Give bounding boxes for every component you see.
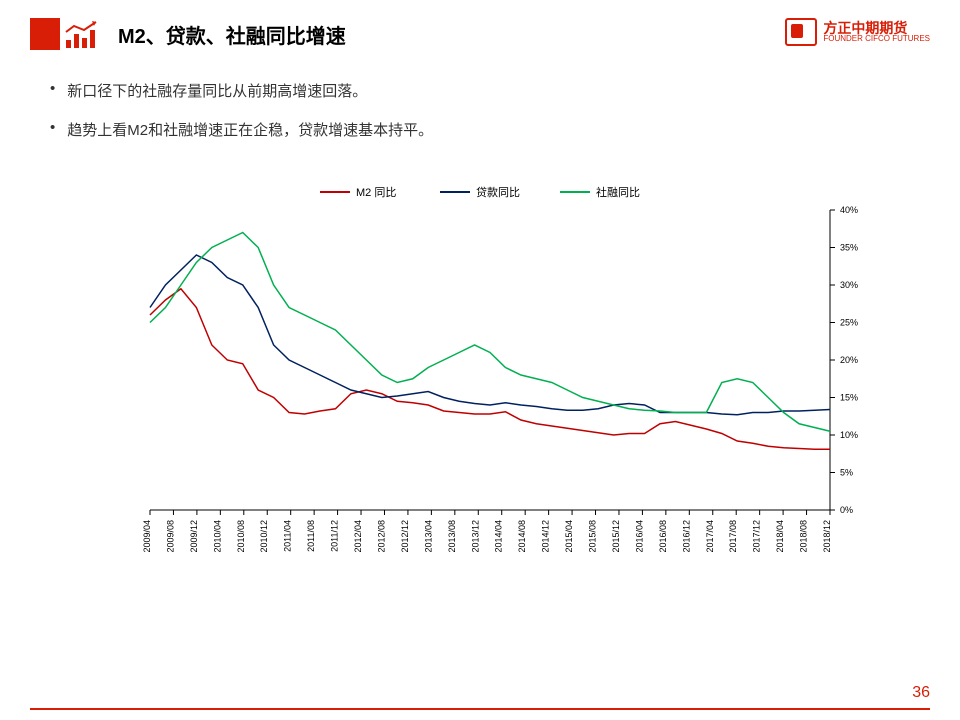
svg-text:20%: 20% [840,355,858,365]
svg-text:2010/12: 2010/12 [259,520,269,553]
svg-text:2013/12: 2013/12 [470,520,480,553]
svg-text:2013/08: 2013/08 [447,520,457,553]
svg-text:2015/08: 2015/08 [588,520,598,553]
svg-text:2014/12: 2014/12 [541,520,551,553]
page-number: 36 [912,684,930,702]
svg-text:2011/04: 2011/04 [283,520,293,552]
svg-text:25%: 25% [840,318,858,328]
page-title: M2、贷款、社融同比增速 [118,20,346,49]
logo-text-cn: 方正中期期货 [823,21,930,35]
svg-text:2011/12: 2011/12 [330,520,340,552]
svg-text:2018/04: 2018/04 [775,520,785,553]
svg-text:2016/12: 2016/12 [681,520,691,553]
logo-mark-icon [785,18,817,46]
svg-text:2010/04: 2010/04 [212,520,222,553]
svg-text:2016/08: 2016/08 [658,520,668,553]
svg-text:2009/08: 2009/08 [165,520,175,553]
chart-icon [62,18,102,50]
svg-text:社融同比: 社融同比 [596,185,640,199]
svg-text:0%: 0% [840,505,853,515]
footer-divider [30,708,930,710]
svg-text:2009/12: 2009/12 [189,520,199,553]
svg-text:2018/08: 2018/08 [799,520,809,553]
svg-text:2013/04: 2013/04 [423,520,433,553]
svg-text:35%: 35% [840,243,858,253]
svg-text:2017/04: 2017/04 [705,520,715,553]
svg-text:2017/08: 2017/08 [728,520,738,553]
svg-text:M2 同比: M2 同比 [356,186,396,199]
line-chart: 0% 5% 10% 15% 20% 25% 30% 35% 40% 2009/04 2009/08 2… [130,180,870,620]
svg-text:2015/04: 2015/04 [564,520,574,553]
svg-text:2017/12: 2017/12 [752,520,762,553]
svg-text:2015/12: 2015/12 [611,520,621,553]
svg-text:贷款同比: 贷款同比 [476,185,520,199]
svg-text:2014/08: 2014/08 [517,520,527,553]
bullet-dot-icon: • [50,119,55,136]
svg-text:10%: 10% [840,430,858,440]
svg-text:2016/04: 2016/04 [634,520,644,553]
svg-text:2014/04: 2014/04 [494,520,504,553]
svg-text:2018/12: 2018/12 [822,520,832,553]
list-item: • 新口径下的社融存量同比从前期高增速回落。 [50,80,910,101]
bullet-text: 新口径下的社融存量同比从前期高增速回落。 [67,80,367,101]
svg-text:2012/12: 2012/12 [400,520,410,553]
bullet-list: • 新口径下的社融存量同比从前期高增速回落。 • 趋势上看M2和社融增速正在企稳… [50,80,910,158]
svg-text:40%: 40% [840,205,858,215]
bullet-text: 趋势上看M2和社融增速正在企稳，贷款增速基本持平。 [67,119,433,140]
svg-text:2012/04: 2012/04 [353,520,363,553]
company-logo: 方正中期期货 FOUNDER CIFCO FUTURES [785,18,930,46]
svg-text:15%: 15% [840,393,858,403]
svg-text:2009/04: 2009/04 [142,520,152,553]
list-item: • 趋势上看M2和社融增速正在企稳，贷款增速基本持平。 [50,119,910,140]
svg-text:30%: 30% [840,280,858,290]
bullet-dot-icon: • [50,80,55,97]
svg-text:2011/08: 2011/08 [306,520,316,552]
header-accent-block [30,18,60,50]
svg-text:2010/08: 2010/08 [236,520,246,553]
svg-text:5%: 5% [840,468,853,478]
logo-text-en: FOUNDER CIFCO FUTURES [823,35,930,43]
svg-text:2012/08: 2012/08 [376,520,386,553]
